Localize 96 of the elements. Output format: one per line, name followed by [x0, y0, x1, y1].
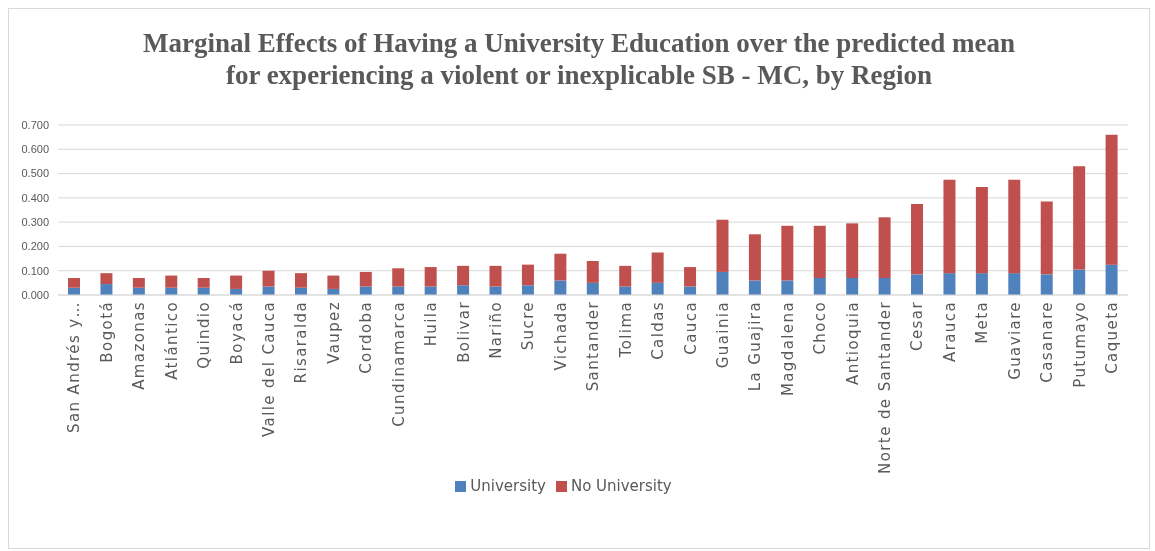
bar	[813, 278, 826, 295]
bar	[1105, 134, 1118, 265]
bar	[943, 273, 956, 295]
bar	[878, 217, 891, 278]
x-tick-label: La Guajira	[746, 301, 765, 392]
bar	[878, 278, 891, 295]
x-tick-label: Guaviare	[1005, 301, 1024, 380]
x-tick-label: Cauca	[681, 301, 700, 355]
bar	[716, 271, 729, 295]
bar	[521, 285, 534, 295]
bar	[1008, 273, 1021, 295]
bar	[554, 253, 567, 281]
x-tick-label: Vichada	[551, 301, 570, 371]
x-tick-label: San Andrés y…	[65, 301, 84, 434]
x-tick-label: Cesar	[908, 301, 927, 351]
bar	[327, 275, 340, 289]
bar	[165, 275, 178, 288]
x-tick-label: Valle del Cauca	[260, 301, 279, 437]
y-tick-label: 0.300	[21, 216, 49, 229]
y-tick-label: 0.700	[21, 118, 49, 131]
y-tick-label: 0.200	[21, 240, 49, 253]
bar	[197, 278, 210, 288]
chart-title: Marginal Effects of Having a University Education over the predicted mean for experiencing a violent or inexplicable SB - MC, by Region	[142, 27, 1016, 91]
y-tick-label: 0.000	[21, 288, 49, 301]
bar	[943, 179, 956, 274]
bar	[100, 273, 113, 285]
bar	[489, 265, 502, 287]
bar	[975, 273, 988, 295]
x-tick-label: Risaralda	[292, 301, 311, 384]
bar	[1040, 274, 1053, 295]
x-tick-label: Magdalena	[778, 301, 797, 397]
x-tick-label: Caldas	[649, 301, 668, 360]
bar	[651, 252, 664, 283]
x-tick-label: Casanare	[1038, 301, 1057, 383]
y-tick-label: 0.100	[21, 264, 49, 277]
x-tick-label: Caqueta	[1103, 301, 1122, 374]
bar	[684, 267, 697, 287]
bar	[748, 280, 761, 295]
bar	[359, 271, 372, 287]
x-tick-label: Amazonas	[130, 301, 149, 390]
bar	[1008, 179, 1021, 274]
bar	[781, 225, 794, 281]
x-tick-label: Arauca	[940, 301, 959, 362]
x-tick-label: Vaupez	[324, 301, 343, 364]
bar	[911, 274, 924, 295]
x-tick-label: Bogotá	[97, 301, 116, 363]
bar	[748, 234, 761, 281]
y-tick-label: 0.600	[21, 143, 49, 156]
x-tick-label: Santander	[584, 301, 603, 392]
bar	[651, 282, 664, 295]
bar	[846, 278, 859, 295]
bar	[392, 268, 405, 287]
x-tick-label: Nariño	[486, 301, 505, 359]
bar	[846, 223, 859, 278]
x-tick-label: Cundinamarca	[389, 301, 408, 427]
x-tick-label: Tolima	[616, 301, 635, 359]
bar	[813, 225, 826, 278]
bar	[457, 265, 470, 286]
bar	[68, 278, 80, 288]
x-tick-label: Cordoba	[357, 301, 376, 374]
x-tick-label: Huila	[422, 301, 441, 347]
x-tick-label: Antioquia	[843, 301, 862, 385]
y-tick-label: 0.500	[21, 167, 49, 180]
x-tick-label: Quindio	[195, 301, 214, 369]
bar	[132, 278, 145, 288]
bar	[911, 203, 924, 275]
bar	[619, 265, 632, 287]
x-tick-label: Atlántico	[162, 301, 181, 380]
bar	[586, 282, 599, 295]
bar	[554, 280, 567, 295]
bar	[1073, 166, 1086, 270]
bar	[457, 285, 470, 295]
x-tick-label: Guainia	[713, 301, 732, 369]
x-tick-label: Choco	[811, 301, 830, 355]
legend-label: No University	[570, 477, 672, 495]
x-tick-label: Sucre	[519, 301, 538, 351]
bar	[262, 270, 275, 287]
bar	[1073, 269, 1086, 295]
bar	[586, 261, 599, 283]
x-tick-label: Boyacá	[227, 301, 246, 365]
bar	[424, 267, 437, 287]
legend-label: University	[470, 477, 546, 495]
bar	[100, 284, 113, 295]
bar	[521, 264, 534, 286]
x-tick-label: Norte de Santander	[876, 301, 895, 474]
bar	[230, 275, 243, 289]
bar	[294, 273, 307, 288]
bar	[781, 280, 794, 295]
x-tick-label: Putumayo	[1070, 301, 1089, 388]
bar	[1105, 264, 1118, 295]
bar	[716, 219, 729, 272]
x-tick-label: Meta	[973, 301, 992, 344]
bar	[975, 186, 988, 274]
x-tick-label: Bolivar	[454, 301, 473, 363]
y-tick-label: 0.400	[21, 191, 49, 204]
bar	[1040, 201, 1053, 275]
